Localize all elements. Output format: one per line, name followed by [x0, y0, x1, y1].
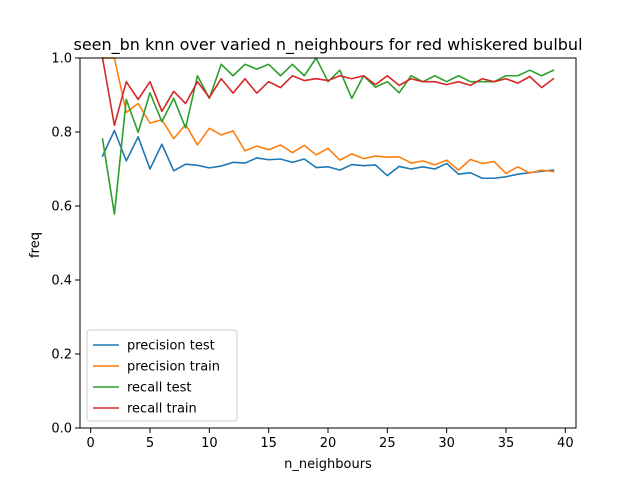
series-line-1	[101, 129, 555, 180]
y-tick-label: 0.6	[51, 200, 72, 215]
legend: precision test precision train recall test…	[86, 329, 238, 422]
legend-label: recall train	[127, 402, 197, 417]
x-tick-label: 30	[438, 436, 455, 451]
plot-area	[101, 57, 555, 215]
series-line-4	[101, 57, 555, 127]
x-tick-label: 25	[379, 436, 396, 451]
x-axis-label: n_neighbours	[284, 457, 372, 472]
series-line-2	[101, 57, 555, 175]
axes: 0 5 10 15 20 25 30 35 40 0.0 0.2 0.4 0.6 0.8 1.0	[51, 52, 577, 451]
legend-label: precision test	[127, 339, 215, 354]
y-axis-label: freq	[28, 232, 43, 258]
legend-label: precision train	[127, 360, 220, 375]
chart-title: seen_bn knn over varied n_neighbours for…	[73, 35, 582, 55]
x-tick-label: 40	[557, 436, 574, 451]
x-tick-label: 0	[87, 436, 95, 451]
legend-box	[86, 329, 238, 422]
x-tick-label: 20	[320, 436, 337, 451]
x-tick-label: 15	[260, 436, 277, 451]
legend-label: recall test	[127, 381, 192, 396]
y-tick-label: 0.2	[51, 348, 72, 363]
x-tick-label: 10	[201, 436, 218, 451]
x-tick-label: 5	[146, 436, 154, 451]
y-tick-label: 0.8	[51, 126, 72, 141]
y-tick-label: 0.4	[51, 274, 72, 289]
x-tick-label: 35	[498, 436, 515, 451]
y-tick-label: 1.0	[51, 52, 72, 67]
y-tick-label: 0.0	[51, 422, 72, 437]
